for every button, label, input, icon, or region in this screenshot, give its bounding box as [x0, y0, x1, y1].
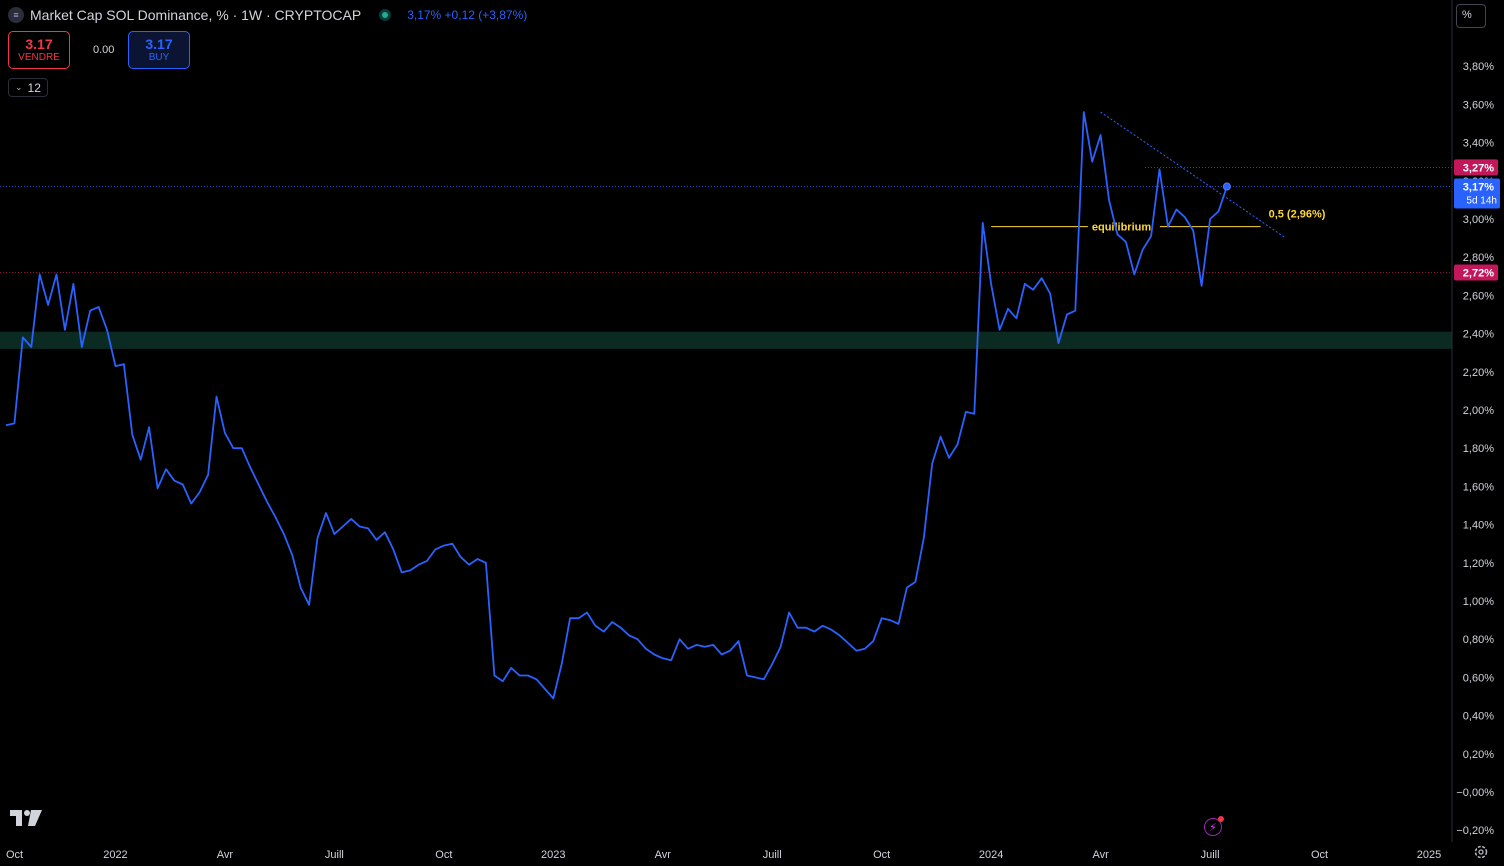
- y-axis-tick-label: 3,00%: [1463, 214, 1494, 226]
- y-axis-tick-label: 1,00%: [1463, 596, 1494, 608]
- y-axis-tick-label: 3,80%: [1463, 61, 1494, 73]
- price-series-line: [5, 111, 1228, 700]
- y-axis-tick-label: 2,20%: [1463, 367, 1494, 379]
- y-axis-tick-label: −0,00%: [1456, 787, 1494, 799]
- x-axis-tick-label: Oct: [873, 849, 890, 861]
- buy-label: BUY: [148, 52, 170, 63]
- equilibrium-label: equilibrium: [1092, 222, 1152, 234]
- x-axis-tick-label: Avr: [1092, 849, 1109, 861]
- y-axis-tick-label: 2,60%: [1463, 290, 1494, 302]
- current-price-badge: [1454, 178, 1500, 209]
- x-axis-tick-label: Avr: [655, 849, 672, 861]
- y-axis-tick-label: 1,80%: [1463, 443, 1494, 455]
- x-axis-tick-label: Oct: [435, 849, 452, 861]
- buy-button[interactable]: 3.17 BUY: [128, 31, 190, 69]
- level-badge-label: 2,72%: [1463, 267, 1494, 279]
- level-badge: [1454, 264, 1498, 281]
- support-zone: [0, 331, 1452, 349]
- countdown-label: 5d 14h: [1466, 196, 1497, 207]
- y-axis-tick-label: 2,80%: [1463, 252, 1494, 264]
- y-axis-tick-label: 0,40%: [1463, 711, 1494, 723]
- equilibrium-label-bg: [1087, 219, 1160, 234]
- x-axis-tick-label: 2025: [1417, 849, 1441, 861]
- sell-price: 3.17: [25, 36, 53, 52]
- indicators-count: 12: [27, 80, 41, 95]
- y-axis-tick-label: 1,40%: [1463, 520, 1494, 532]
- indicators-toggle-button[interactable]: ⌄ 12: [8, 78, 48, 97]
- tradingview-logo-icon[interactable]: [10, 808, 42, 828]
- spread-value: 0.00: [93, 44, 115, 56]
- y-axis-tick-label: 1,60%: [1463, 481, 1494, 493]
- x-axis-tick-label: Juill: [325, 849, 344, 861]
- x-axis-tick-label: Oct: [1311, 849, 1328, 861]
- x-axis-tick-label: Oct: [6, 849, 23, 861]
- x-axis-tick-label: 2023: [541, 849, 565, 861]
- equilibrium-level-label: 0,5 (2,96%): [1269, 209, 1326, 221]
- sell-label: VENDRE: [18, 52, 60, 63]
- last-price-point: [1222, 182, 1231, 191]
- trendline: [1100, 111, 1287, 239]
- sell-button[interactable]: 3.17 VENDRE: [8, 31, 70, 69]
- x-axis-tick-label: Avr: [217, 849, 234, 861]
- level-badge: [1454, 159, 1498, 176]
- y-axis-tick-label: 0,80%: [1463, 634, 1494, 646]
- scale-mode-button[interactable]: %: [1456, 4, 1486, 28]
- current-price-label: 3,17%: [1463, 182, 1494, 194]
- x-axis-tick-label: Juill: [763, 849, 782, 861]
- chart-title[interactable]: Market Cap SOL Dominance, % · 1W · CRYPT…: [30, 7, 362, 23]
- chevron-down-icon: ⌄: [15, 82, 23, 92]
- flash-icon[interactable]: ⚡: [1204, 816, 1224, 836]
- y-axis-tick-label: 2,40%: [1463, 329, 1494, 341]
- chart-header: ≡ Market Cap SOL Dominance, % · 1W · CRY…: [8, 5, 527, 25]
- x-axis-tick-label: Juill: [1201, 849, 1220, 861]
- market-status-dot-icon[interactable]: [379, 9, 392, 21]
- y-axis-tick-label: 3,40%: [1463, 138, 1494, 150]
- y-axis-tick-label: 3,60%: [1463, 99, 1494, 111]
- x-axis-tick-label: 2024: [979, 849, 1003, 861]
- y-axis-tick-label: 2,00%: [1463, 405, 1494, 417]
- y-axis-tick-label: 0,60%: [1463, 672, 1494, 684]
- y-axis-tick-label: 0,20%: [1463, 749, 1494, 761]
- gear-icon[interactable]: [1473, 844, 1489, 860]
- y-axis-tick-label: −0,20%: [1456, 825, 1494, 837]
- x-axis-tick-label: 2022: [103, 849, 127, 861]
- y-axis-tick-label: 1,20%: [1463, 558, 1494, 570]
- buy-price: 3.17: [145, 36, 173, 52]
- price-change-info: 3,17% +0,12 (+3,87%): [407, 8, 528, 22]
- symbol-icon[interactable]: ≡: [8, 7, 24, 23]
- level-badge-label: 3,27%: [1463, 162, 1494, 174]
